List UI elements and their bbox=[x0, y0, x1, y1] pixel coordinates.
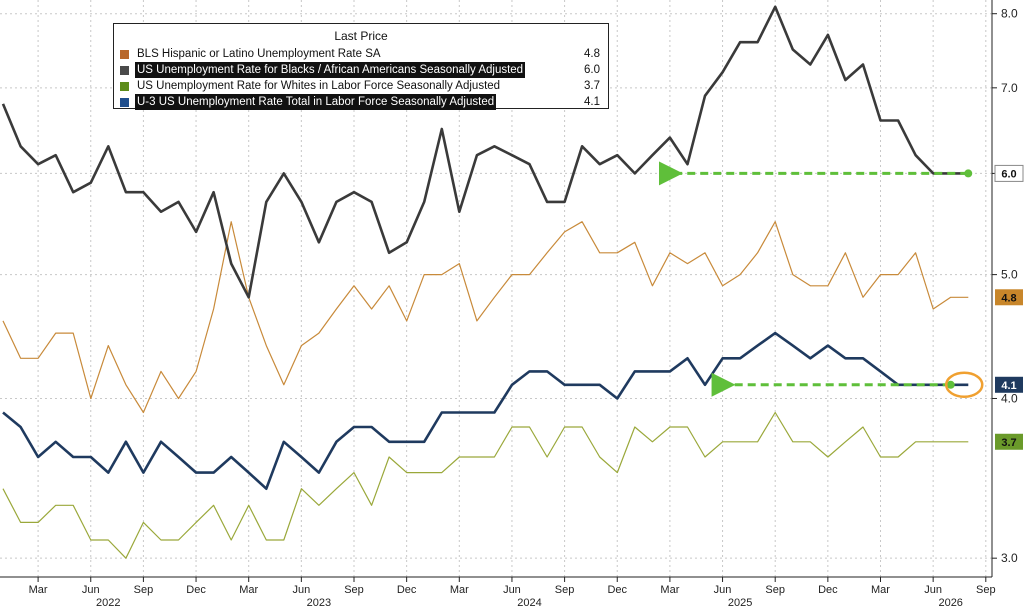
series-line-hispanic bbox=[2, 221, 969, 414]
annotation-layer bbox=[658, 161, 984, 399]
x-axis-ticks: Mar Jun Sep Dec Mar Jun Sep Dec Mar Jun Sep Dec Mar J… bbox=[29, 577, 996, 608]
x-tick-label: Mar bbox=[239, 584, 258, 596]
badge-white: 3.7 bbox=[995, 433, 1023, 450]
annotation-arrow-tail bbox=[964, 169, 973, 178]
legend: Last Price BLS Hispanic or Latino Unempl… bbox=[113, 23, 609, 110]
annotation-circle bbox=[945, 371, 984, 399]
badge-background bbox=[995, 376, 1023, 393]
badge-value: 4.1 bbox=[1001, 380, 1016, 392]
x-tick-label: Sep bbox=[765, 584, 785, 596]
x-tick-label: Mar bbox=[660, 584, 679, 596]
legend-label: US Unemployment Rate for Blacks / Africa… bbox=[135, 62, 526, 78]
legend-last-value: 4.8 bbox=[584, 48, 600, 60]
x-year-label: 2024 bbox=[517, 597, 541, 608]
x-year-label: 2025 bbox=[728, 597, 752, 608]
badge-value: 6.0 bbox=[1001, 168, 1016, 180]
x-tick-label: Mar bbox=[29, 584, 48, 596]
badge-value: 4.8 bbox=[1001, 292, 1016, 304]
series-line-u3 bbox=[2, 331, 969, 491]
legend-title: Last Price bbox=[334, 29, 388, 43]
x-tick-label: Jun bbox=[292, 584, 310, 596]
legend-label: U-3 US Unemployment Rate Total in Labor … bbox=[135, 94, 497, 110]
x-tick-label: Jun bbox=[714, 584, 732, 596]
y-tick-label: 7.0 bbox=[1001, 81, 1018, 95]
legend-last-value: 3.7 bbox=[584, 80, 600, 92]
legend-swatch bbox=[120, 82, 129, 91]
x-tick-label: Sep bbox=[344, 584, 364, 596]
last-value-badges: 4.8 6.0 3.7 4.1 bbox=[994, 164, 1024, 450]
legend-swatch bbox=[120, 50, 129, 59]
y-tick-label: 4.0 bbox=[1001, 391, 1018, 405]
badge-value: 3.7 bbox=[1001, 437, 1016, 449]
legend-last-value: 6.0 bbox=[584, 64, 600, 76]
series-line-white bbox=[2, 411, 969, 559]
x-tick-label: Dec bbox=[607, 584, 627, 596]
legend-item-u3: U-3 US Unemployment Rate Total in Labor … bbox=[114, 94, 608, 110]
legend-item-hispanic: BLS Hispanic or Latino Unemployment Rate… bbox=[114, 46, 608, 62]
x-year-label: 2026 bbox=[938, 597, 962, 608]
x-tick-label: Jun bbox=[503, 584, 521, 596]
x-year-label: 2023 bbox=[307, 597, 331, 608]
legend-label: BLS Hispanic or Latino Unemployment Rate… bbox=[137, 48, 381, 60]
y-tick-label: 3.0 bbox=[1001, 551, 1018, 565]
badge-u3: 4.1 bbox=[995, 376, 1023, 393]
badge-background bbox=[995, 289, 1023, 306]
legend-swatch bbox=[120, 66, 129, 75]
legend-label: US Unemployment Rate for Whites in Labor… bbox=[137, 80, 501, 92]
y-tick-label: 8.0 bbox=[1001, 7, 1018, 21]
series-layer bbox=[1, 5, 969, 559]
y-axis-ticks: 3.0 4.0 5.0 6.0 7.0 8.0 bbox=[992, 7, 1018, 565]
y-tick-label: 5.0 bbox=[1001, 268, 1018, 282]
x-tick-label: Dec bbox=[186, 584, 206, 596]
annotation-arrow-tail bbox=[946, 380, 955, 389]
badge-background bbox=[994, 164, 1024, 182]
x-tick-label: Sep bbox=[134, 584, 154, 596]
x-tick-label: Mar bbox=[450, 584, 469, 596]
x-tick-label: Jun bbox=[82, 584, 100, 596]
legend-last-value: 4.1 bbox=[584, 96, 600, 108]
x-tick-label: Jun bbox=[924, 584, 942, 596]
x-tick-label: Mar bbox=[871, 584, 890, 596]
legend-swatch bbox=[120, 98, 129, 107]
badge-background bbox=[995, 433, 1023, 450]
x-tick-label: Dec bbox=[818, 584, 838, 596]
series-line-black bbox=[1, 5, 969, 299]
x-year-label: 2022 bbox=[96, 597, 120, 608]
legend-item-black: US Unemployment Rate for Blacks / Africa… bbox=[114, 62, 608, 78]
badge-black: 6.0 bbox=[994, 164, 1024, 182]
x-tick-label: Dec bbox=[397, 584, 417, 596]
x-tick-label: Sep bbox=[555, 584, 575, 596]
x-tick-label: Sep bbox=[976, 584, 996, 596]
badge-hispanic: 4.8 bbox=[995, 289, 1023, 306]
legend-item-white: US Unemployment Rate for Whites in Labor… bbox=[114, 78, 608, 94]
